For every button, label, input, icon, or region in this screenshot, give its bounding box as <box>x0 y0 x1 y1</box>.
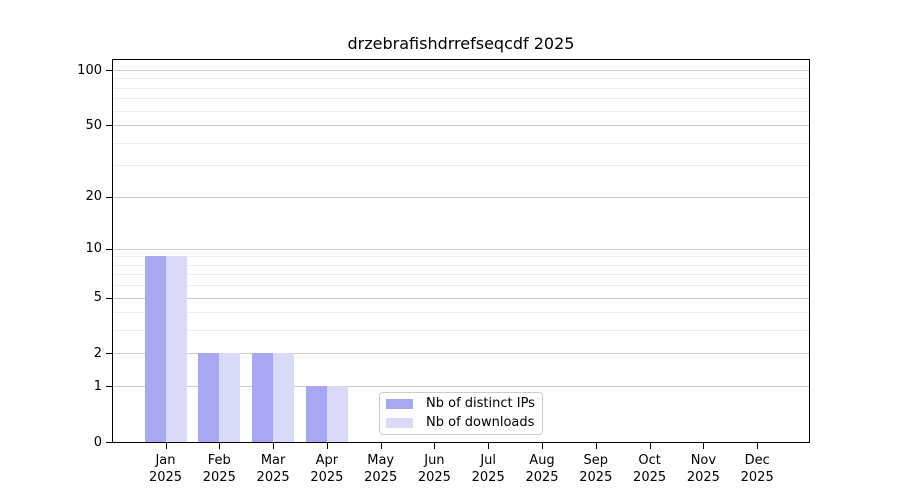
gridline-minor-y9 <box>113 256 809 258</box>
y-tick-0 <box>106 442 113 443</box>
x-tick-jun <box>434 442 436 449</box>
legend-swatch-distinct-ips <box>386 398 413 409</box>
x-tick-sep <box>595 442 597 449</box>
y-tick-label-1: 1 <box>93 378 102 394</box>
x-tick-label-apr: Apr 2025 <box>310 453 344 485</box>
y-tick-50 <box>106 125 113 127</box>
gridline-major-y50 <box>113 125 809 127</box>
bar-distinct-ips-mar <box>252 353 274 442</box>
gridline-minor-y30 <box>113 165 809 167</box>
y-tick-label-10: 10 <box>85 241 102 257</box>
x-tick-aug <box>542 442 543 449</box>
gridline-minor-y90 <box>113 78 809 80</box>
legend-swatch-downloads <box>386 418 413 429</box>
gridline-minor-y80 <box>113 87 809 89</box>
gridline-minor-y8 <box>113 264 809 266</box>
x-tick-label-nov: Nov 2025 <box>686 453 720 485</box>
y-tick-20 <box>106 196 113 198</box>
legend: Nb of distinct IPs Nb of downloads <box>379 392 543 435</box>
bar-distinct-ips-jan <box>144 256 166 442</box>
x-tick-label-mar: Mar 2025 <box>256 453 290 485</box>
gridline-minor-y7 <box>113 274 809 276</box>
bar-downloads-apr <box>326 386 348 442</box>
y-tick-label-2: 2 <box>93 345 102 361</box>
gridline-minor-y3 <box>113 330 809 332</box>
x-tick-label-jun: Jun 2025 <box>417 453 451 485</box>
bar-downloads-mar <box>273 353 295 442</box>
x-tick-label-dec: Dec 2025 <box>740 453 774 485</box>
y-tick-label-100: 100 <box>77 62 102 78</box>
x-tick-label-aug: Aug 2025 <box>525 453 559 485</box>
bar-distinct-ips-feb <box>198 353 220 442</box>
x-tick-nov <box>703 442 705 449</box>
gridline-major-y2 <box>113 353 809 355</box>
chart-title: drzebrafishdrrefseqcdf 2025 <box>347 34 575 53</box>
legend-label-downloads: Nb of downloads <box>426 415 535 431</box>
y-tick-label-5: 5 <box>93 290 102 306</box>
y-tick-5 <box>106 297 113 299</box>
y-tick-2 <box>106 353 113 355</box>
bar-downloads-jan <box>165 256 187 442</box>
legend-item-downloads: Nb of downloads <box>386 414 536 434</box>
gridline-minor-y60 <box>113 110 809 112</box>
x-tick-dec <box>757 442 759 449</box>
plot-area <box>112 59 810 443</box>
legend-item-distinct-ips: Nb of distinct IPs <box>386 394 536 414</box>
bar-distinct-ips-apr <box>305 386 327 442</box>
y-tick-label-50: 50 <box>85 117 102 133</box>
gridline-major-y1 <box>113 386 809 388</box>
y-tick-100 <box>106 70 113 71</box>
x-tick-jan <box>165 442 167 449</box>
bar-downloads-feb <box>219 353 241 442</box>
x-tick-label-jul: Jul 2025 <box>471 453 505 485</box>
x-tick-may <box>380 442 382 449</box>
x-tick-oct <box>649 442 651 449</box>
x-tick-mar <box>273 442 275 449</box>
x-tick-label-may: May 2025 <box>364 453 398 485</box>
gridline-major-y20 <box>113 196 809 198</box>
y-tick-10 <box>106 248 113 250</box>
gridline-minor-y4 <box>113 312 809 314</box>
x-tick-feb <box>219 442 221 449</box>
x-tick-label-oct: Oct 2025 <box>633 453 667 485</box>
gridline-minor-y6 <box>113 285 809 287</box>
y-tick-label-20: 20 <box>85 189 102 205</box>
x-tick-label-feb: Feb 2025 <box>202 453 236 485</box>
legend-label-distinct-ips: Nb of distinct IPs <box>426 395 535 411</box>
x-tick-label-jan: Jan 2025 <box>148 453 183 485</box>
gridline-major-y10 <box>113 248 809 250</box>
x-tick-apr <box>326 442 328 449</box>
y-tick-label-0: 0 <box>93 434 102 450</box>
gridline-minor-y40 <box>113 142 809 144</box>
y-tick-1 <box>106 386 113 388</box>
gridline-minor-y70 <box>113 98 809 100</box>
gridline-major-y100 <box>113 70 809 71</box>
x-tick-label-sep: Sep 2025 <box>579 453 613 485</box>
gridline-major-y5 <box>113 297 809 299</box>
x-tick-jul <box>488 442 490 449</box>
